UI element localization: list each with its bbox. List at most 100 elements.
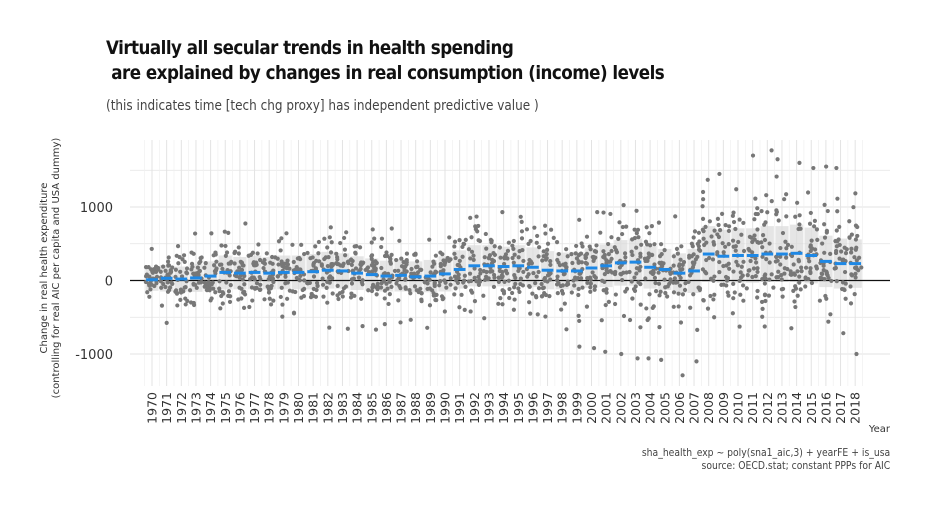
data-point: [154, 281, 159, 286]
data-point: [619, 351, 624, 357]
data-point: [725, 290, 730, 295]
data-point: [576, 292, 581, 298]
data-point: [224, 280, 229, 285]
data-point: [635, 356, 640, 361]
data-point: [665, 294, 670, 299]
data-point: [521, 258, 526, 264]
data-point: [643, 239, 649, 244]
data-point: [408, 317, 413, 322]
data-point: [211, 286, 216, 291]
data-point: [221, 291, 226, 296]
data-point: [643, 258, 648, 264]
data-point: [579, 260, 584, 265]
data-point: [262, 297, 267, 302]
data-point: [457, 238, 462, 243]
data-point: [202, 280, 207, 285]
data-point: [617, 265, 623, 270]
data-point: [412, 252, 417, 257]
data-point: [237, 285, 242, 290]
x-tick-label: 2014: [789, 392, 804, 424]
data-point: [482, 316, 487, 321]
data-point: [736, 239, 741, 245]
data-point: [496, 279, 501, 284]
data-point: [161, 264, 166, 269]
data-point: [554, 282, 560, 287]
data-point: [630, 296, 635, 301]
data-point: [688, 305, 693, 310]
data-point: [153, 264, 159, 269]
data-point: [750, 250, 755, 255]
data-point: [617, 220, 622, 225]
data-point: [834, 228, 839, 233]
data-point: [755, 227, 760, 232]
data-point: [285, 262, 291, 267]
data-point: [650, 305, 655, 311]
data-point: [710, 257, 716, 262]
data-point: [498, 255, 503, 260]
data-point: [824, 228, 830, 233]
data-point: [486, 256, 492, 261]
data-point: [511, 246, 516, 252]
data-point: [402, 268, 407, 273]
data-point: [504, 271, 510, 276]
data-point: [678, 275, 683, 281]
data-point: [793, 214, 798, 219]
data-point: [190, 264, 195, 269]
data-point: [539, 281, 544, 287]
data-point: [477, 279, 483, 284]
data-point: [799, 265, 804, 270]
data-point: [375, 287, 380, 292]
data-point: [843, 296, 848, 301]
data-point: [784, 246, 789, 251]
data-point: [814, 227, 820, 232]
data-point: [723, 244, 728, 249]
data-point: [414, 259, 420, 264]
data-point: [686, 279, 691, 285]
x-tick-label: 2016: [818, 392, 833, 424]
data-point: [150, 270, 155, 275]
data-point: [344, 230, 349, 235]
data-point: [326, 275, 332, 280]
data-point: [297, 255, 302, 261]
data-point: [279, 259, 284, 264]
data-point: [556, 251, 561, 257]
data-point: [512, 297, 517, 302]
data-point: [779, 273, 784, 278]
data-point: [662, 248, 667, 253]
data-point: [488, 237, 494, 243]
data-point: [325, 263, 330, 269]
data-point: [612, 301, 618, 307]
data-point: [349, 262, 354, 267]
data-point: [545, 273, 551, 278]
data-point: [510, 243, 515, 248]
data-point: [674, 246, 680, 252]
data-point: [705, 177, 710, 182]
data-point: [623, 289, 628, 294]
data-point: [588, 277, 593, 282]
data-point: [159, 303, 165, 308]
data-point: [275, 274, 280, 279]
data-point: [824, 270, 829, 275]
data-point: [759, 209, 764, 214]
data-point: [613, 269, 618, 275]
data-point: [807, 259, 812, 264]
data-point: [211, 263, 217, 268]
data-point: [370, 284, 375, 289]
data-point: [469, 288, 474, 293]
data-point: [485, 277, 491, 282]
data-point: [461, 280, 466, 285]
data-point: [342, 235, 347, 241]
data-point: [285, 296, 290, 301]
data-point: [574, 256, 580, 261]
data-point: [447, 235, 452, 240]
data-point: [602, 272, 607, 277]
data-point: [569, 290, 574, 295]
data-point: [576, 286, 581, 292]
x-tick-label: 1995: [511, 392, 526, 424]
data-point: [353, 251, 358, 256]
data-point: [198, 280, 203, 285]
data-point: [632, 275, 637, 280]
data-point: [792, 272, 797, 277]
data-point: [759, 299, 765, 305]
data-point: [776, 275, 781, 280]
